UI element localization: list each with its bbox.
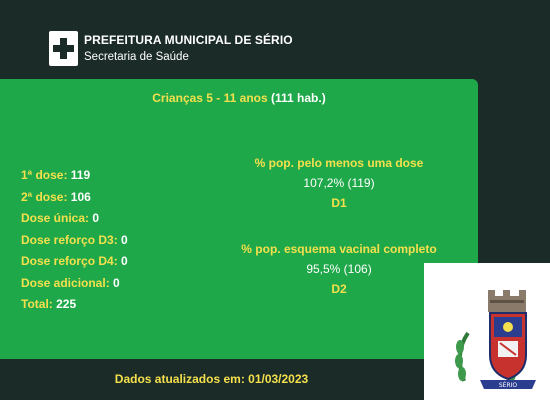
dose-row-second: 2ª dose: 106 <box>21 187 128 209</box>
vaccination-panel: Crianças 5 - 11 anos (111 hab.) 1ª dose:… <box>0 79 478 359</box>
dose-value: 225 <box>56 297 77 311</box>
municipal-crest-icon: SÉRIO <box>455 290 536 389</box>
panel-title: Crianças 5 - 11 anos (111 hab.) <box>0 91 478 105</box>
panel-title-text: Crianças 5 - 11 anos <box>152 91 268 105</box>
dose-value: 0 <box>113 275 120 290</box>
dose-row-total: Total: 225 <box>21 294 128 316</box>
stat-complete-schedule: % pop. esquema vacinal completo 95,5% (1… <box>224 239 454 299</box>
stat-value: 95,5% (106) <box>306 262 372 276</box>
dose-label: Dose adicional: <box>21 275 110 290</box>
dose-label: Dose reforço D3: <box>21 232 118 247</box>
crest-banner-text: SÉRIO <box>499 381 518 389</box>
stat-label: % pop. esquema vacinal completo <box>241 242 437 256</box>
updated-date: Dados atualizados em: 01/03/2023 <box>114 372 309 386</box>
dose-label: 2ª dose: <box>21 189 68 204</box>
plus-icon <box>49 31 78 66</box>
dose-label: Total: <box>21 297 53 311</box>
stat-code: D2 <box>331 282 347 296</box>
dose-value: 0 <box>121 232 128 247</box>
stat-at-least-one-dose: % pop. pelo menos uma dose 107,2% (119) … <box>224 153 454 213</box>
stat-value: 107,2% (119) <box>303 176 375 190</box>
header-text: PREFEITURA MUNICIPAL DE SÉRIO Secretaria… <box>84 31 293 65</box>
dose-row-booster-d3: Dose reforço D3: 0 <box>21 230 128 252</box>
dose-value: 119 <box>70 168 91 182</box>
panel-title-population: (111 hab.) <box>271 91 326 105</box>
dose-value: 106 <box>70 189 91 204</box>
dose-row-single: Dose única: 0 <box>21 208 128 230</box>
dose-value: 0 <box>121 254 128 268</box>
crest-panel: SÉRIO <box>424 263 550 400</box>
dose-label: Dose reforço D4: <box>21 254 118 268</box>
dose-row-booster-d4: Dose reforço D4: 0 <box>21 251 128 273</box>
stat-label: % pop. pelo menos uma dose <box>254 156 424 170</box>
dose-row-additional: Dose adicional: 0 <box>21 273 128 295</box>
header: PREFEITURA MUNICIPAL DE SÉRIO Secretaria… <box>49 31 293 66</box>
dose-list: 1ª dose: 119 2ª dose: 106 Dose única: 0 … <box>21 165 128 316</box>
header-title: PREFEITURA MUNICIPAL DE SÉRIO <box>84 33 293 47</box>
dose-row-first: 1ª dose: 119 <box>21 165 128 187</box>
header-subtitle: Secretaria de Saúde <box>84 51 189 63</box>
dose-label: 1ª dose: <box>21 168 68 182</box>
stat-code: D1 <box>331 196 347 210</box>
dose-label: Dose única: <box>21 211 90 225</box>
dose-value: 0 <box>92 211 100 225</box>
